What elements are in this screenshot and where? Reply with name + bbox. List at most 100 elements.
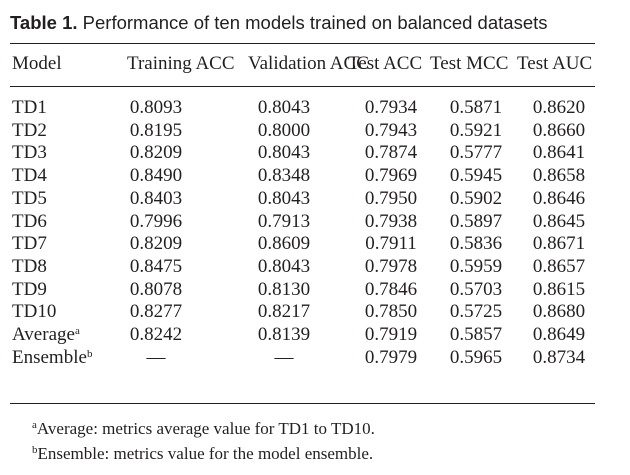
table-cell: 0.8043: [257, 97, 311, 118]
table-cell: 0.8043: [257, 142, 311, 164]
footnote-mark: a: [74, 325, 80, 337]
table-cell: 0.7979: [364, 346, 418, 368]
table-label: Table 1.: [10, 12, 78, 33]
table-row: TD9 0.8078 0.8130 0.7846 0.5703 0.8615: [0, 279, 630, 301]
table-cell: 0.8139: [257, 324, 311, 345]
model-label: TD9: [12, 278, 47, 300]
header-rule: [10, 86, 595, 87]
table-caption: Table 1. Performance of ten models train…: [10, 12, 548, 34]
table-cell: 0.5965: [449, 346, 503, 368]
model-label: TD8: [12, 255, 47, 277]
model-name: TD6: [12, 211, 47, 233]
table-cell: 0.8658: [532, 165, 586, 187]
footnote-text: Ensemble: metrics value for the model en…: [37, 444, 374, 463]
table-row: Ensembleb — — 0.7979 0.5965 0.8734: [0, 347, 630, 369]
table-cell: —: [274, 346, 294, 368]
model-label: Ensemble: [12, 346, 87, 368]
table-row: TD10 0.8277 0.8217 0.7850 0.5725 0.8680: [0, 301, 630, 323]
model-name: TD10: [12, 301, 56, 323]
table-cell: 0.5703: [449, 278, 503, 300]
table-cell: 0.5959: [449, 255, 503, 277]
model-name: TD3: [12, 142, 47, 164]
table-cell: 0.8609: [257, 233, 311, 255]
table-cell: 0.8645: [532, 210, 586, 232]
table-cell: 0.8000: [257, 119, 311, 141]
model-name: TD8: [12, 256, 47, 278]
table-cell: 0.8475: [129, 255, 183, 277]
table-cell: 0.5897: [449, 210, 503, 232]
table-cell: 0.7969: [364, 165, 418, 187]
model-label: TD6: [12, 210, 47, 232]
table-cell: 0.8043: [257, 187, 311, 209]
table-cell: 0.7846: [364, 278, 418, 300]
column-header: Validation ACC: [248, 53, 369, 74]
model-label: Average: [12, 324, 75, 345]
table-cell: 0.8209: [129, 233, 183, 255]
model-label: TD7: [12, 233, 47, 255]
table-cell: 0.8646: [532, 187, 586, 209]
footnote-b: bEnsemble: metrics value for the model e…: [32, 444, 373, 464]
footnote-text: Average: metrics average value for TD1 t…: [36, 419, 375, 438]
table-cell: 0.8734: [532, 346, 586, 368]
column-header: Model: [12, 53, 62, 74]
table-cell: 0.7950: [364, 187, 418, 209]
table-cell: 0.8403: [129, 187, 183, 209]
table-cell: 0.7874: [364, 142, 418, 164]
table-cell: 0.8242: [129, 324, 183, 345]
table-row: TD4 0.8490 0.8348 0.7969 0.5945 0.8658: [0, 165, 630, 187]
table-cell: 0.5777: [449, 142, 503, 164]
table-cell: 0.8217: [257, 301, 311, 323]
model-label: TD1: [12, 97, 47, 118]
table-cell: 0.7911: [365, 233, 417, 255]
table-cell: 0.8043: [257, 255, 311, 277]
footnote-mark: b: [32, 444, 38, 456]
table-cell: 0.8348: [257, 165, 311, 187]
column-header: Test MCC: [430, 53, 509, 74]
caption-text: Performance of ten models trained on bal…: [77, 12, 548, 33]
table-cell: 0.8195: [129, 119, 183, 141]
footnote-a: aAverage: metrics average value for TD1 …: [32, 419, 375, 439]
table-row: TD3 0.8209 0.8043 0.7874 0.5777 0.8641: [0, 142, 630, 164]
column-header: Training ACC: [127, 53, 235, 74]
table-row: TD5 0.8403 0.8043 0.7950 0.5902 0.8646: [0, 188, 630, 210]
table-cell: 0.7919: [364, 324, 418, 345]
table-cell: 0.5725: [449, 301, 503, 323]
table-cell: 0.7934: [364, 97, 418, 118]
table-cell: 0.8657: [532, 255, 586, 277]
table-cell: 0.5902: [449, 187, 503, 209]
bottom-rule: [10, 403, 595, 404]
model-label: TD2: [12, 119, 47, 141]
table-cell: 0.7850: [364, 301, 418, 323]
model-name: Averagea: [12, 324, 80, 346]
table-row: TD8 0.8475 0.8043 0.7978 0.5959 0.8657: [0, 256, 630, 278]
table-cell: 0.5871: [449, 97, 503, 118]
model-label: TD3: [12, 142, 47, 164]
table-cell: 0.8093: [129, 97, 183, 118]
table-cell: 0.8130: [257, 278, 311, 300]
table-cell: 0.8680: [532, 301, 586, 323]
model-name: TD9: [12, 279, 47, 301]
table-cell: 0.8078: [129, 278, 183, 300]
table-cell: 0.8209: [129, 142, 183, 164]
table-cell: 0.8615: [532, 278, 586, 300]
model-name: TD1: [12, 97, 47, 119]
table-row: TD6 0.7996 0.7913 0.7938 0.5897 0.8645: [0, 211, 630, 233]
table-row: Averagea 0.8242 0.8139 0.7919 0.5857 0.8649: [0, 324, 630, 346]
table-cell: 0.7943: [364, 119, 418, 141]
footnote-mark: a: [32, 419, 37, 431]
table-cell: 0.8660: [532, 119, 586, 141]
table-cell: 0.5945: [449, 165, 503, 187]
model-name: TD2: [12, 120, 47, 142]
table-cell: 0.5921: [449, 119, 503, 141]
model-label: TD10: [12, 301, 57, 323]
model-name: Ensembleb: [12, 347, 92, 369]
table-row: TD2 0.8195 0.8000 0.7943 0.5921 0.8660: [0, 120, 630, 142]
table-cell: 0.8620: [532, 97, 586, 118]
header-row: Model Training ACC Validation ACC Test A…: [0, 53, 630, 75]
table-cell: 0.7938: [364, 210, 418, 232]
column-header: Test AUC: [517, 53, 593, 74]
top-rule: [10, 43, 595, 44]
table-cell: 0.7978: [364, 255, 418, 277]
table-row: TD1 0.8093 0.8043 0.7934 0.5871 0.8620: [0, 97, 630, 119]
model-label: TD5: [12, 187, 47, 209]
